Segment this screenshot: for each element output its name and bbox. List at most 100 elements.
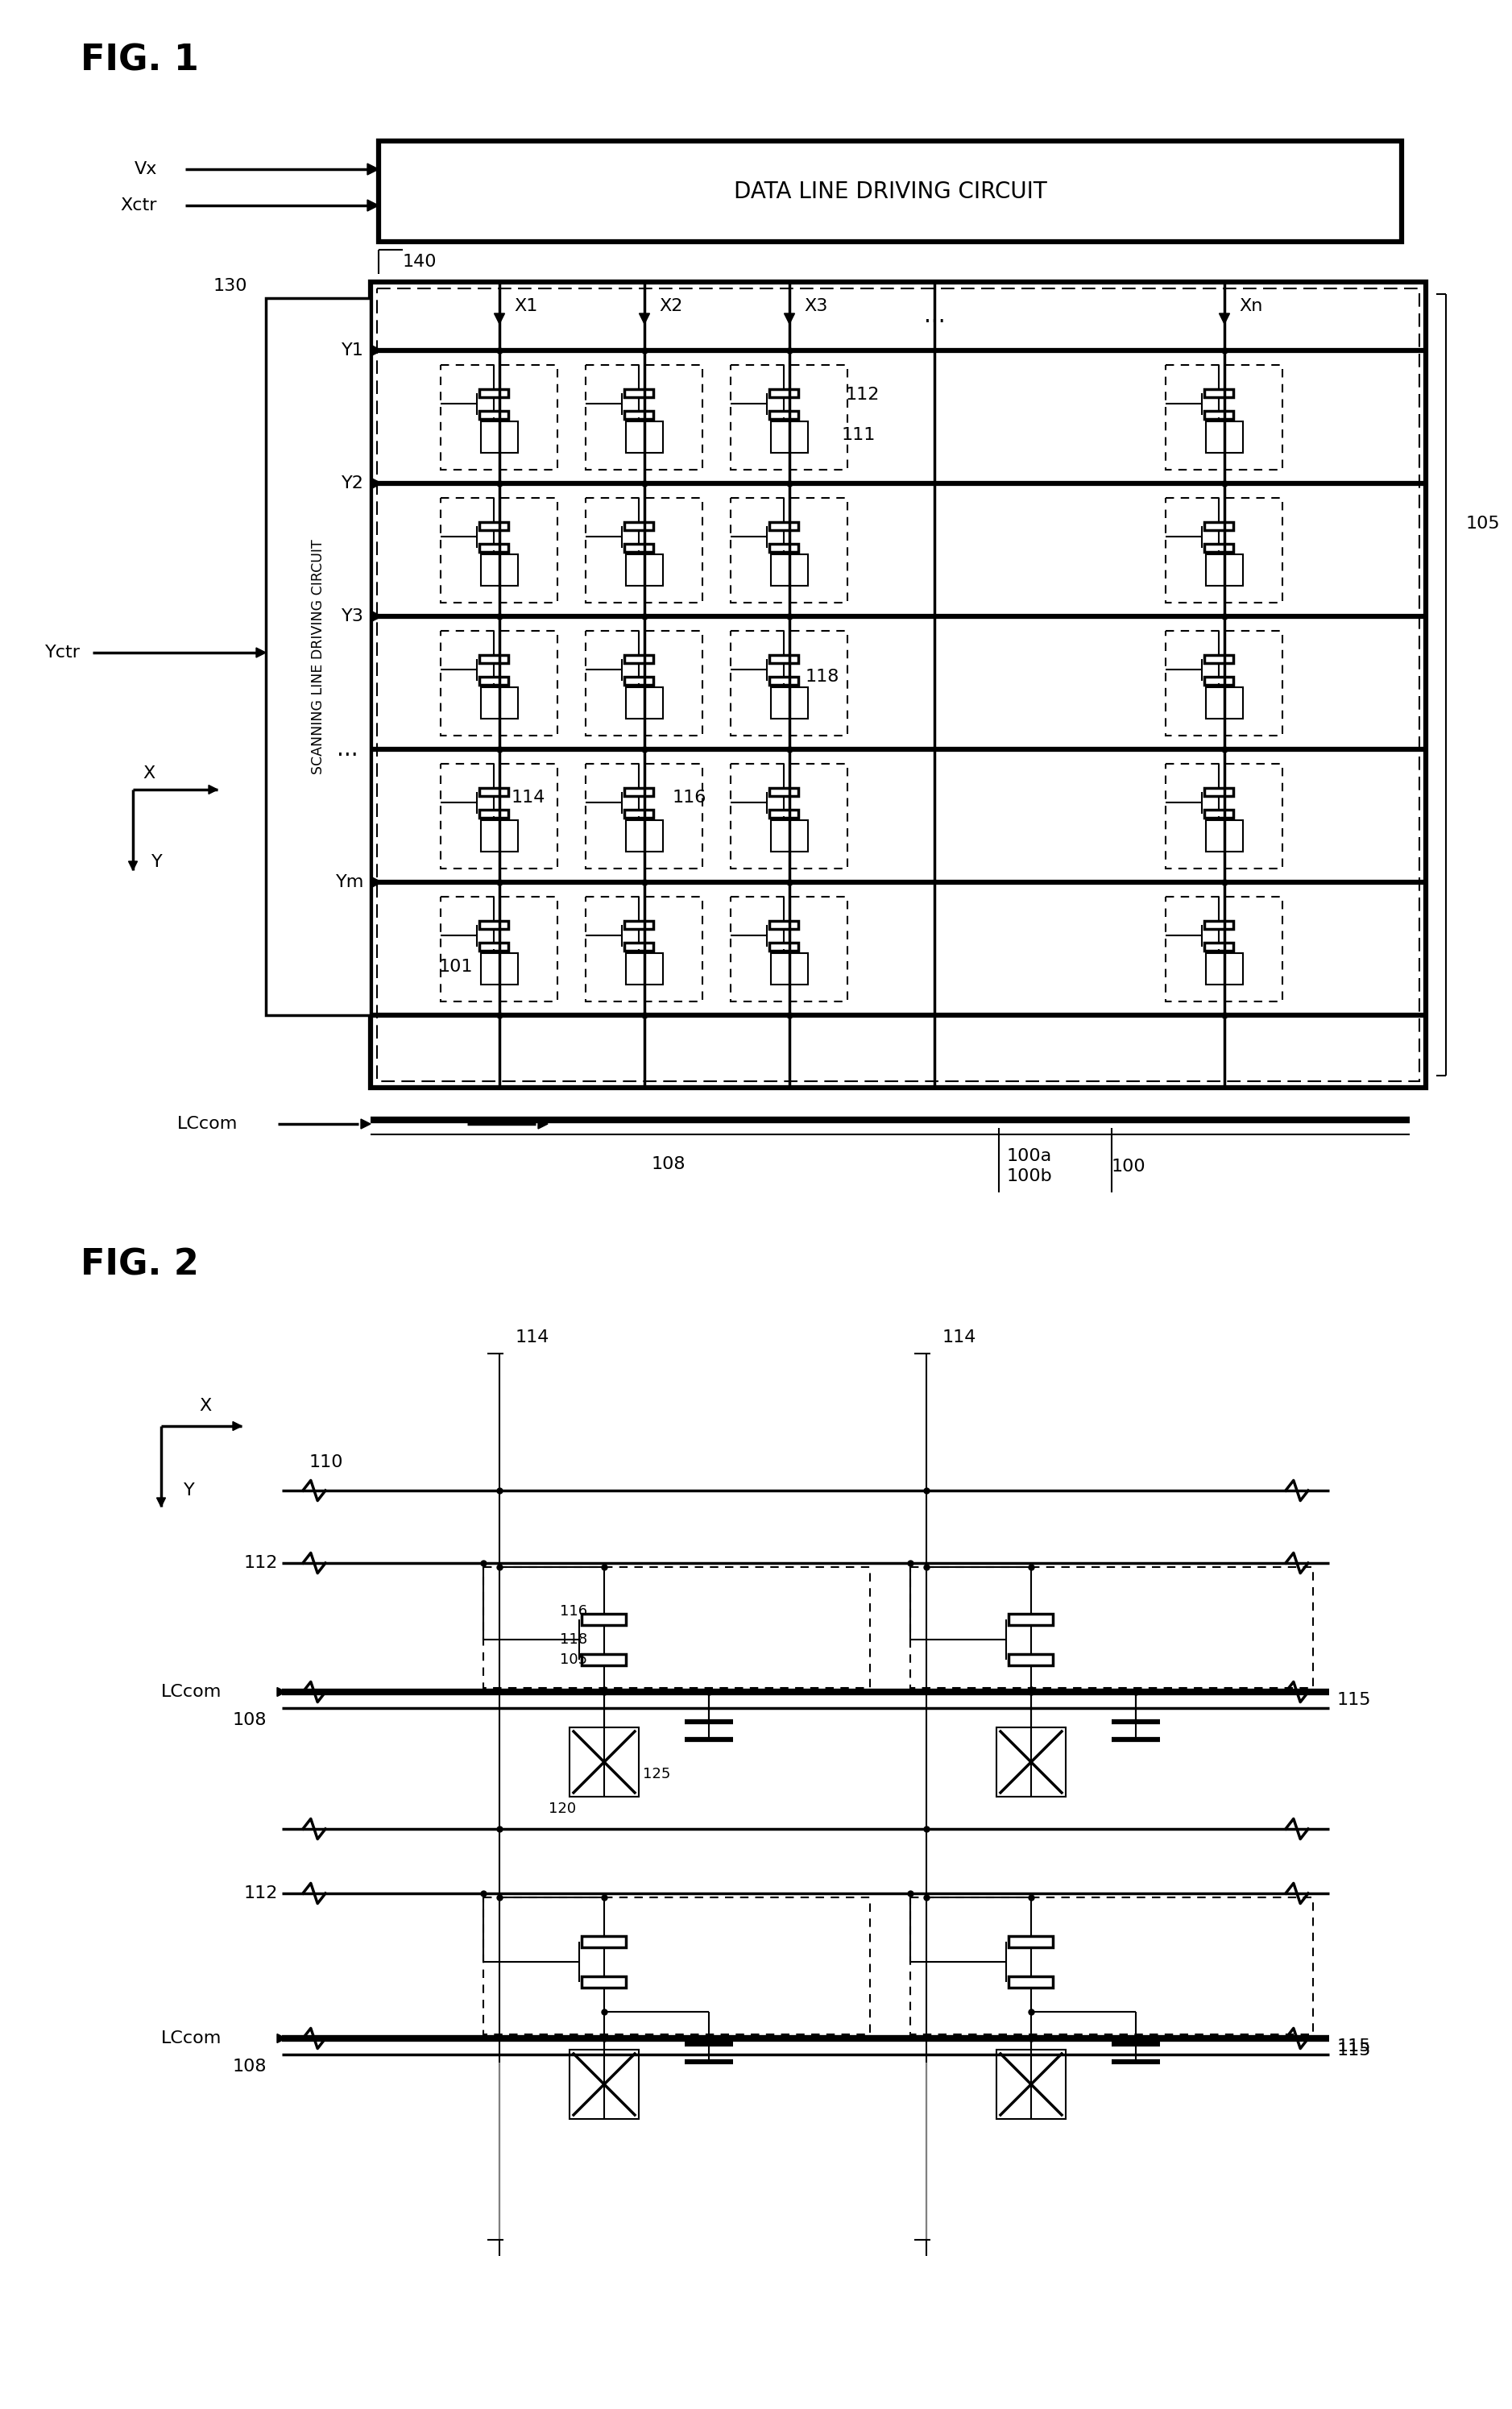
Bar [484, 1898, 869, 2033]
Polygon shape [372, 612, 383, 622]
Bar [570, 2050, 638, 2120]
Text: Vx: Vx [135, 161, 157, 178]
Bar [1009, 1655, 1054, 1665]
Text: 105: 105 [559, 1653, 587, 1667]
Bar [582, 1614, 626, 1626]
Bar [730, 499, 848, 602]
Bar [996, 1727, 1066, 1797]
Bar [624, 809, 653, 817]
Text: Xn: Xn [1238, 299, 1263, 313]
Polygon shape [372, 344, 383, 354]
Bar [730, 896, 848, 1002]
Bar [624, 788, 653, 795]
Text: X: X [200, 1397, 212, 1414]
Text: 101: 101 [438, 959, 473, 976]
Bar [479, 920, 508, 930]
Bar [479, 544, 508, 552]
Polygon shape [157, 1498, 165, 1506]
Bar [587, 364, 703, 470]
Bar [1204, 412, 1234, 419]
Text: 112: 112 [243, 1554, 278, 1571]
Text: 112: 112 [243, 1886, 278, 1901]
Text: LCcom: LCcom [177, 1115, 237, 1132]
Bar [1204, 655, 1234, 662]
Bar [582, 1975, 626, 1987]
Bar [1166, 364, 1282, 470]
Bar [996, 2050, 1066, 2120]
Polygon shape [361, 1120, 370, 1130]
Bar [479, 809, 508, 817]
Bar [481, 819, 519, 853]
Polygon shape [233, 1421, 242, 1431]
Bar [770, 655, 798, 662]
Text: 111: 111 [842, 426, 875, 443]
Bar [624, 412, 653, 419]
Bar [1166, 499, 1282, 602]
Text: 115: 115 [1337, 2043, 1371, 2060]
Bar [479, 655, 508, 662]
Text: 120: 120 [549, 1802, 576, 1816]
Bar [730, 631, 848, 735]
Text: 100b: 100b [1007, 1168, 1052, 1185]
Bar [587, 499, 703, 602]
Polygon shape [209, 785, 218, 795]
Bar [1205, 954, 1243, 985]
Text: LCcom: LCcom [160, 2031, 222, 2045]
Bar [1204, 920, 1234, 930]
Text: X1: X1 [514, 299, 538, 313]
Bar [479, 412, 508, 419]
Bar [626, 687, 664, 718]
Bar [582, 1937, 626, 1946]
Text: Y: Y [184, 1482, 195, 1498]
Bar [1204, 942, 1234, 952]
Text: LCcom: LCcom [160, 1684, 222, 1701]
Text: Xctr: Xctr [121, 198, 157, 214]
Bar [770, 788, 798, 795]
Bar [624, 655, 653, 662]
Bar [624, 920, 653, 930]
Polygon shape [367, 164, 378, 176]
Bar [378, 142, 1402, 241]
Bar [770, 942, 798, 952]
Bar [771, 819, 807, 853]
Bar [1205, 687, 1243, 718]
Bar [1009, 1937, 1054, 1946]
Bar [484, 1568, 869, 1689]
Bar [479, 390, 508, 397]
Bar [626, 554, 664, 585]
Text: ...: ... [337, 737, 358, 761]
Bar [481, 422, 519, 453]
Text: 125: 125 [643, 1766, 670, 1780]
Text: 114: 114 [942, 1330, 977, 1347]
Text: Y3: Y3 [342, 609, 364, 624]
Bar [910, 1898, 1312, 2033]
Bar [1166, 896, 1282, 1002]
Bar [587, 764, 703, 867]
Bar [771, 422, 807, 453]
Text: 108: 108 [652, 1156, 686, 1173]
Text: 100a: 100a [1007, 1149, 1052, 1164]
Polygon shape [640, 313, 650, 323]
Text: 118: 118 [806, 670, 839, 684]
Polygon shape [538, 1120, 547, 1130]
Bar [624, 677, 653, 684]
Text: Y: Y [151, 855, 163, 870]
Bar [481, 687, 519, 718]
Bar [770, 412, 798, 419]
Bar [626, 954, 664, 985]
Text: Y1: Y1 [342, 342, 364, 359]
Bar [376, 289, 1420, 1082]
Bar [587, 631, 703, 735]
Text: 130: 130 [213, 277, 248, 294]
Bar [770, 390, 798, 397]
Bar [770, 920, 798, 930]
Text: FIG. 1: FIG. 1 [80, 43, 200, 77]
Bar [479, 677, 508, 684]
Bar [1009, 1975, 1054, 1987]
Bar [624, 544, 653, 552]
Bar [626, 819, 664, 853]
Text: 118: 118 [559, 1633, 587, 1648]
Text: X2: X2 [659, 299, 682, 313]
Polygon shape [277, 1689, 286, 1696]
Bar [770, 544, 798, 552]
